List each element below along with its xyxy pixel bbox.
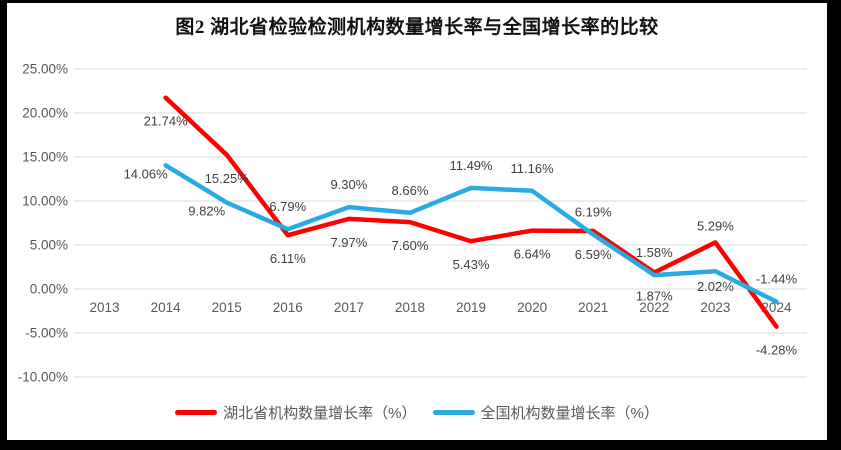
legend-line-swatch xyxy=(175,410,218,415)
data-label: 7.97% xyxy=(330,235,367,250)
data-label: 15.25% xyxy=(205,171,250,186)
data-label: 11.16% xyxy=(511,161,555,176)
x-axis-tick-label: 2019 xyxy=(456,300,486,315)
data-label: 14.06% xyxy=(124,166,169,181)
data-label: 2.02% xyxy=(697,279,734,294)
data-label: -4.28% xyxy=(756,343,798,358)
legend-label: 湖北省机构数量增长率（%） xyxy=(223,405,417,422)
y-axis-tick-label: 15.00% xyxy=(22,150,68,165)
x-axis-tick-label: 2016 xyxy=(273,300,303,315)
line-chart: 25.00% 20.00% 15.00% 10.00% 5.00% 0.00% -5.00%… xyxy=(18,62,807,385)
x-axis-tick-label: 2015 xyxy=(212,300,242,315)
y-axis-tick-label: -10.00% xyxy=(18,370,68,385)
y-axis-tick-label: 10.00% xyxy=(22,194,68,209)
data-label: 1.58% xyxy=(636,245,673,260)
y-axis-tick-label: -5.00% xyxy=(25,326,68,341)
x-axis-tick-label: 2022 xyxy=(639,300,669,315)
series-line-1 xyxy=(163,163,779,304)
x-axis-tick-label: 2024 xyxy=(761,300,792,315)
legend-label: 全国机构数量增长率（%） xyxy=(480,405,659,422)
data-label: 6.64% xyxy=(514,247,551,262)
data-label: 6.19% xyxy=(575,205,612,220)
chart-canvas: 图2 湖北省检验检测机构数量增长率与全国增长率的比较 25.00% 20.00% 1… xyxy=(7,3,827,440)
data-label: 5.29% xyxy=(697,218,734,233)
x-axis-tick-label: 2018 xyxy=(395,300,425,315)
x-axis-tick-label: 2020 xyxy=(517,300,547,315)
data-label: 1.87% xyxy=(636,289,673,304)
series-line-0 xyxy=(163,95,779,329)
x-axis-tick-label: 2013 xyxy=(90,300,120,315)
legend-item: 湖北省机构数量增长率（%） xyxy=(175,402,417,423)
y-axis-tick-label: 25.00% xyxy=(22,62,68,77)
data-label: 6.59% xyxy=(575,247,612,262)
data-label: 6.79% xyxy=(269,199,306,214)
chart-title: 图2 湖北省检验检测机构数量增长率与全国增长率的比较 xyxy=(175,17,659,38)
data-label: 21.74% xyxy=(144,114,189,129)
data-label: 9.82% xyxy=(188,204,225,219)
data-label: 5.43% xyxy=(453,257,490,272)
data-label: 7.60% xyxy=(392,238,429,253)
y-axis-tick-label: 0.00% xyxy=(30,282,68,297)
y-axis-tick-label: 20.00% xyxy=(22,106,68,121)
y-axis-tick-label: 5.00% xyxy=(30,238,68,253)
legend-line-swatch xyxy=(432,410,475,415)
x-axis-tick-label: 2023 xyxy=(700,300,730,315)
x-axis-tick-label: 2014 xyxy=(151,300,182,315)
x-axis-tick-label: 2017 xyxy=(334,300,364,315)
data-label: 9.30% xyxy=(330,177,367,192)
data-label: 8.66% xyxy=(392,183,429,198)
data-label: -1.44% xyxy=(756,272,798,287)
x-axis-tick-label: 2021 xyxy=(578,300,608,315)
data-label: 11.49% xyxy=(449,158,493,173)
legend: 湖北省机构数量增长率（%） 全国机构数量增长率（%） xyxy=(7,402,827,423)
legend-item: 全国机构数量增长率（%） xyxy=(432,402,659,423)
data-label: 6.11% xyxy=(270,251,306,266)
